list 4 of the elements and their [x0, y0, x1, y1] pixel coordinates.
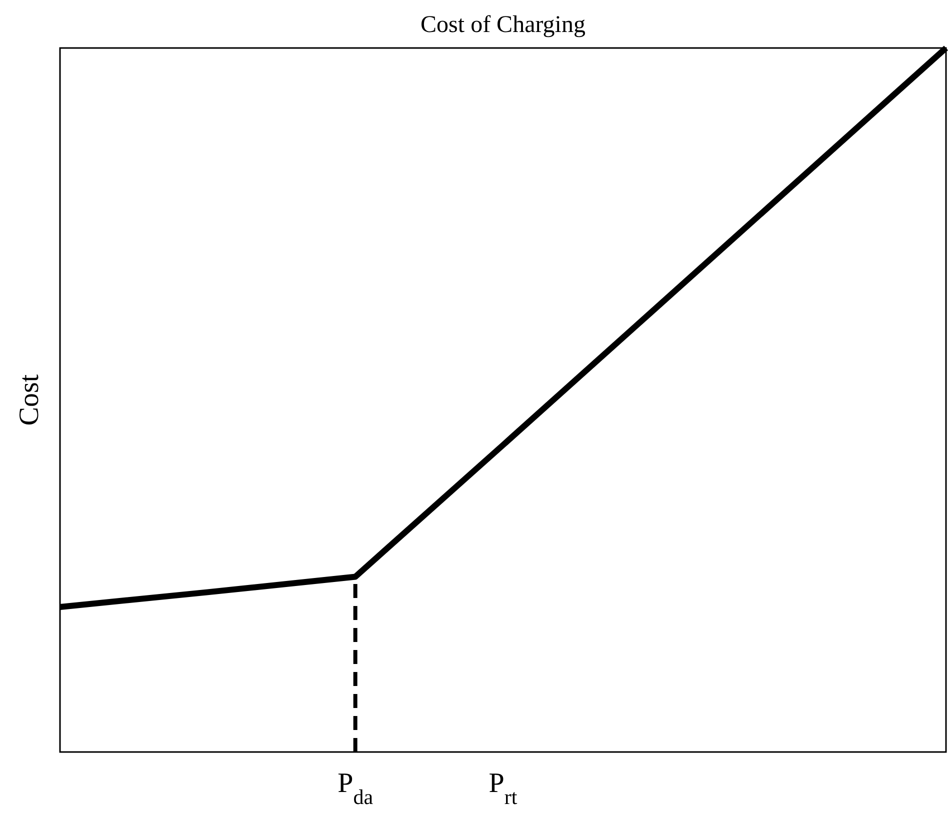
- y-axis-title: Cost: [14, 374, 45, 426]
- x-tick-label: P$_{da}$: [338, 768, 374, 809]
- chart-title: Cost of Charging: [420, 12, 586, 38]
- x-tick-label: P$_{rt}$: [488, 768, 518, 809]
